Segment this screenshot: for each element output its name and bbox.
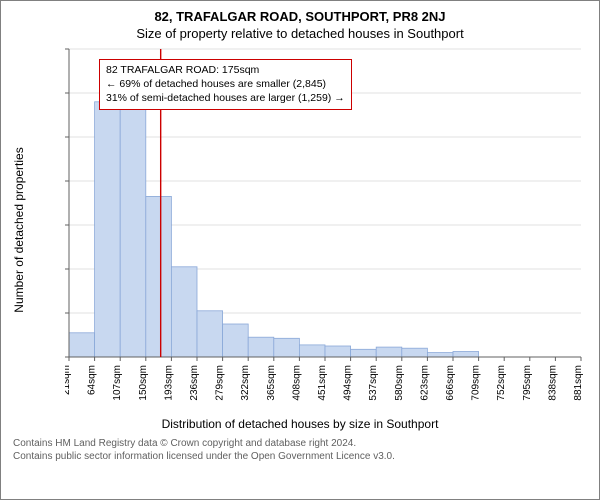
callout-line-2: ← 69% of detached houses are smaller (2,… xyxy=(106,77,345,91)
svg-text:666sqm: 666sqm xyxy=(445,365,456,401)
callout-line-3: 31% of semi-detached houses are larger (… xyxy=(106,91,345,105)
title-sub: Size of property relative to detached ho… xyxy=(13,26,587,41)
footer-line-1: Contains HM Land Registry data © Crown c… xyxy=(13,437,587,450)
svg-text:580sqm: 580sqm xyxy=(394,365,405,401)
title-main: 82, TRAFALGAR ROAD, SOUTHPORT, PR8 2NJ xyxy=(13,9,587,24)
svg-text:838sqm: 838sqm xyxy=(547,365,558,401)
svg-text:150sqm: 150sqm xyxy=(138,365,149,401)
footer-line-2: Contains public sector information licen… xyxy=(13,450,587,463)
x-axis-label: Distribution of detached houses by size … xyxy=(13,417,587,431)
reference-callout: 82 TRAFALGAR ROAD: 175sqm ← 69% of detac… xyxy=(99,59,352,110)
svg-text:752sqm: 752sqm xyxy=(496,365,507,401)
callout-line-1: 82 TRAFALGAR ROAD: 175sqm xyxy=(106,63,345,77)
svg-text:236sqm: 236sqm xyxy=(189,365,200,401)
svg-text:623sqm: 623sqm xyxy=(419,365,430,401)
svg-text:795sqm: 795sqm xyxy=(522,365,533,401)
svg-text:21sqm: 21sqm xyxy=(65,365,72,395)
svg-text:64sqm: 64sqm xyxy=(87,365,98,395)
chart-container: 82, TRAFALGAR ROAD, SOUTHPORT, PR8 2NJ S… xyxy=(0,0,600,500)
svg-text:881sqm: 881sqm xyxy=(573,365,584,401)
chart-area: Number of detached properties 0200400600… xyxy=(65,45,587,415)
y-axis-label: Number of detached properties xyxy=(12,147,26,312)
footer-attribution: Contains HM Land Registry data © Crown c… xyxy=(13,437,587,463)
svg-text:279sqm: 279sqm xyxy=(215,365,226,401)
svg-text:709sqm: 709sqm xyxy=(471,365,482,401)
svg-text:408sqm: 408sqm xyxy=(291,365,302,401)
svg-text:193sqm: 193sqm xyxy=(163,365,174,401)
svg-text:322sqm: 322sqm xyxy=(240,365,251,401)
svg-text:451sqm: 451sqm xyxy=(317,365,328,401)
svg-text:365sqm: 365sqm xyxy=(266,365,277,401)
svg-text:494sqm: 494sqm xyxy=(343,365,354,401)
svg-text:107sqm: 107sqm xyxy=(112,365,123,401)
svg-text:537sqm: 537sqm xyxy=(368,365,379,401)
